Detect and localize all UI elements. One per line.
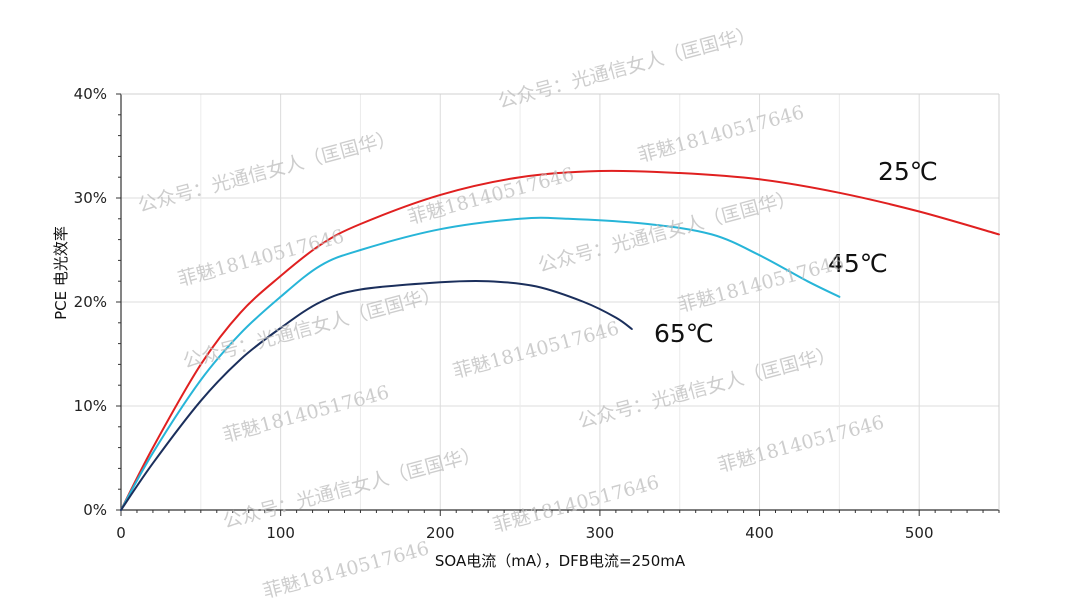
axes: [116, 93, 1000, 516]
x-tick-label: 400: [745, 524, 774, 542]
x-tick-label: 300: [586, 524, 615, 542]
watermark-text: 公众号：光通信女人（匡国华）: [576, 343, 839, 433]
watermark-text: 公众号：光通信女人（匡国华）: [221, 443, 484, 533]
y-axis-title: PCE 电光效率: [52, 226, 70, 320]
watermark-text: 菲魅18140517646: [491, 471, 662, 537]
y-tick-label: 10%: [74, 397, 107, 415]
series-lines: [120, 169, 1000, 511]
watermark-text: 公众号：光通信女人（匡国华）: [181, 283, 444, 373]
series-line-1: [120, 169, 1000, 511]
watermark-text: 菲魅18140517646: [451, 317, 622, 383]
series-label-1: 25℃: [878, 157, 938, 186]
watermark-layer: 公众号：光通信女人（匡国华） 公众号：光通信女人（匡国华） 公众号：光通信女人（匡国…: [136, 23, 887, 603]
watermark-text: 菲魅18140517646: [221, 381, 392, 447]
x-tick-label: 100: [266, 524, 295, 542]
tick-labels: 0% 10% 20% 30% 40% 0 100 200 300 400 500: [74, 85, 934, 542]
x-tick-label: 0: [116, 524, 126, 542]
watermark-text: 公众号：光通信女人（匡国华）: [136, 127, 399, 217]
y-tick-label: 30%: [74, 189, 107, 207]
watermark-text: 菲魅18140517646: [636, 101, 807, 167]
x-tick-label: 500: [905, 524, 934, 542]
series-line-2: [120, 216, 841, 511]
y-tick-label: 40%: [74, 85, 107, 103]
series-label-3: 65℃: [654, 319, 714, 348]
x-axis-title: SOA电流（mA），DFB电流=250mA: [435, 552, 686, 570]
grid: [120, 93, 1000, 511]
series-label-2: 45℃: [828, 249, 888, 278]
watermark-text: 公众号：光通信女人（匡国华）: [536, 187, 799, 277]
series-line-3: [120, 279, 633, 511]
y-tick-label: 0%: [83, 501, 107, 519]
watermark-text: 菲魅18140517646: [261, 537, 432, 603]
watermark-text: 菲魅18140517646: [676, 251, 847, 317]
series-labels: 25℃ 45℃ 65℃: [654, 157, 938, 348]
y-tick-label: 20%: [74, 293, 107, 311]
watermark-text: 菲魅18140517646: [716, 411, 887, 477]
watermark-text: 公众号：光通信女人（匡国华）: [496, 23, 759, 113]
x-tick-label: 200: [426, 524, 455, 542]
